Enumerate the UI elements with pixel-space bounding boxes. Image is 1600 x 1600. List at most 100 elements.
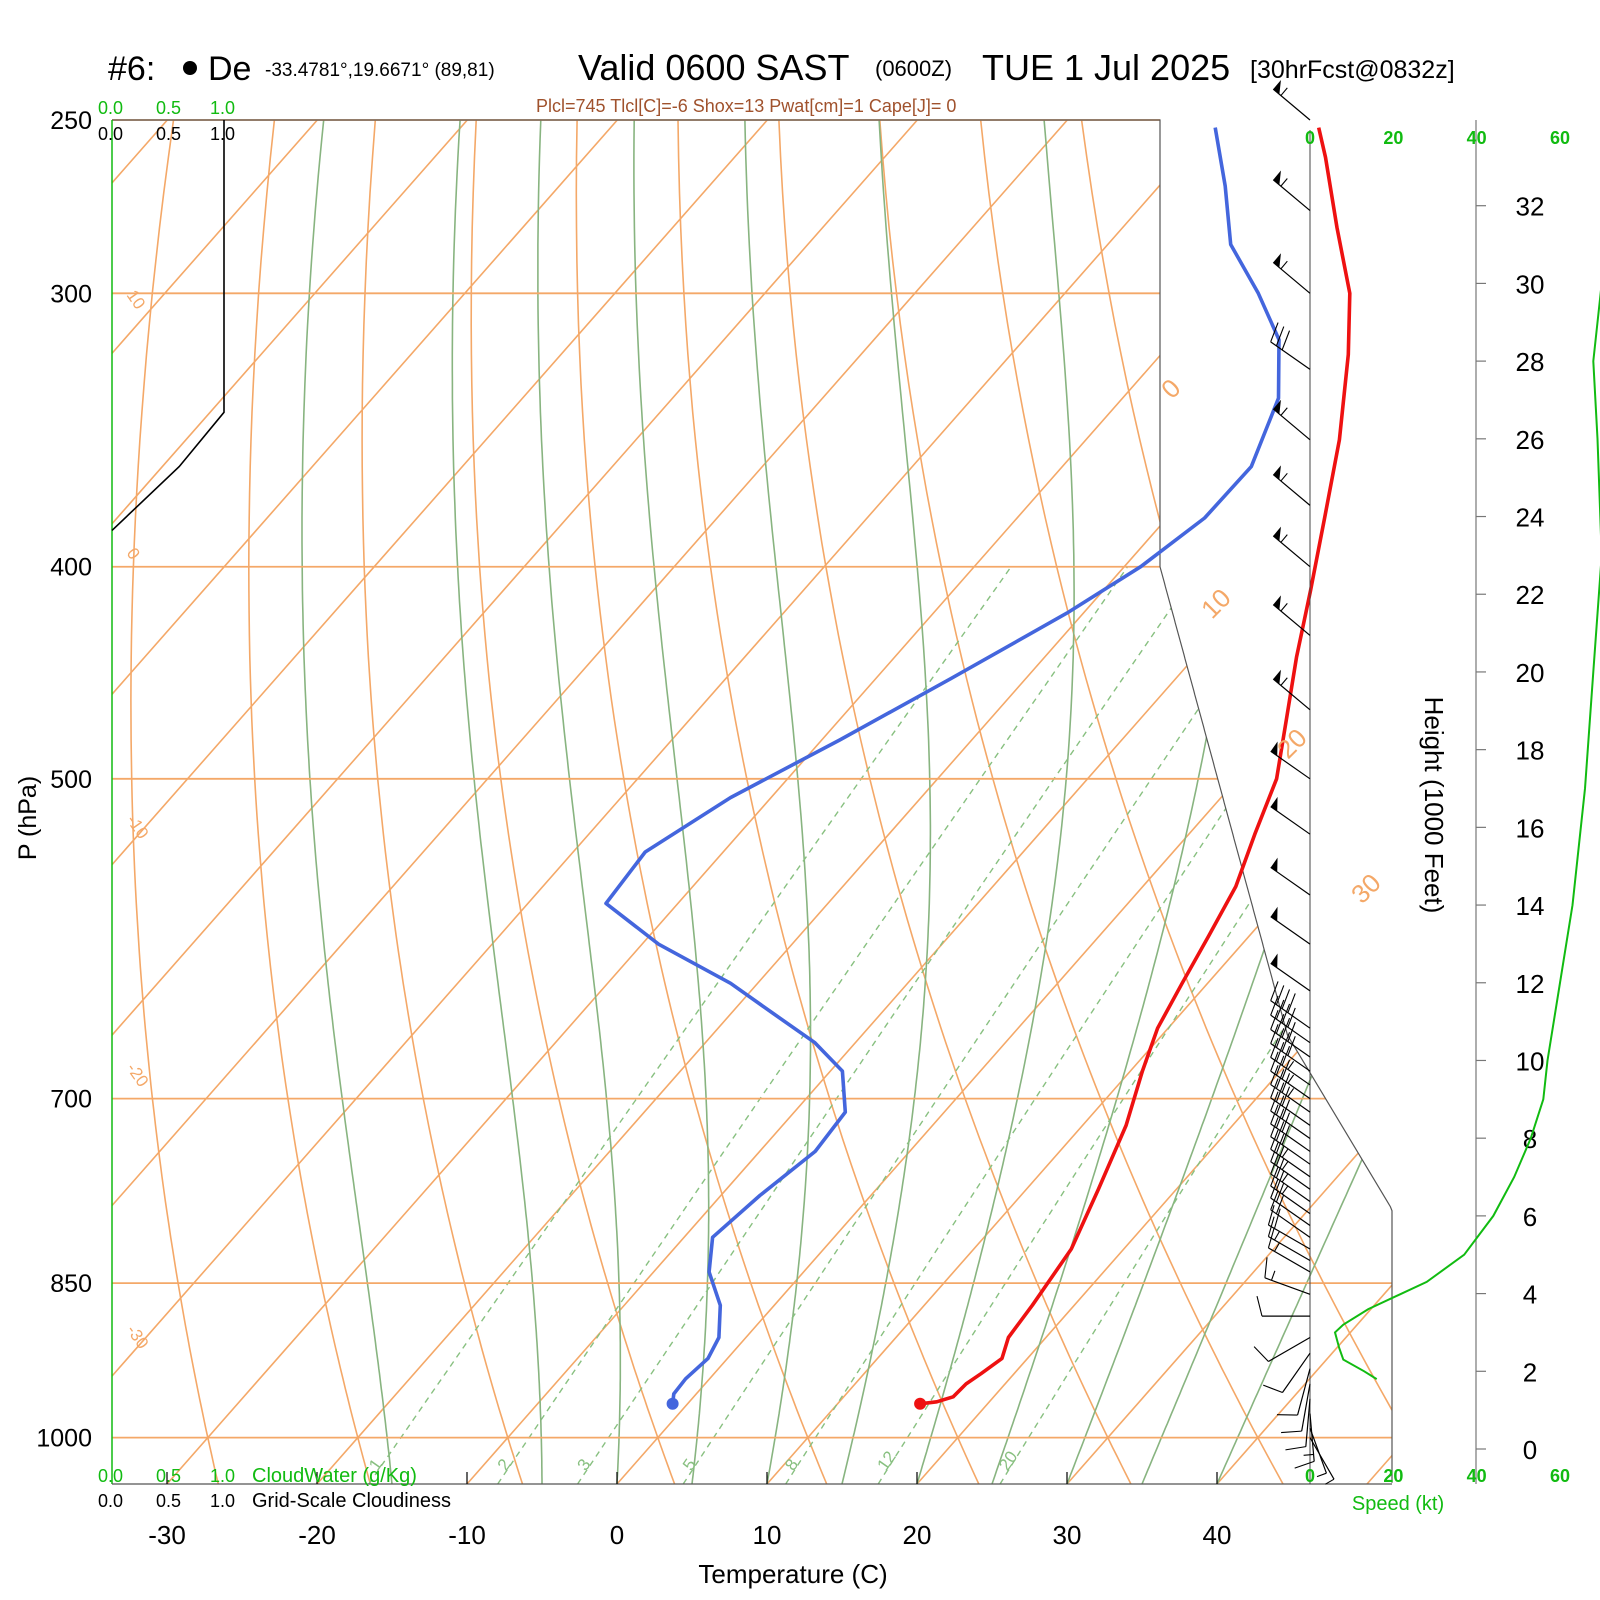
cloudwater-scale-label: 0.5 bbox=[156, 98, 181, 118]
barb-half-flag bbox=[1270, 1270, 1276, 1281]
barb-staff bbox=[1272, 88, 1311, 121]
wind-barb bbox=[1270, 1129, 1311, 1178]
height-tick-label: 30 bbox=[1516, 269, 1545, 299]
wind-barb bbox=[1270, 1178, 1311, 1227]
wind-barb bbox=[1263, 1352, 1311, 1394]
barb-staff bbox=[1270, 341, 1311, 370]
dry-adiabat-line bbox=[470, 120, 676, 1484]
barb-staff bbox=[1305, 1398, 1311, 1447]
cloudiness-scale-label: 0.5 bbox=[156, 124, 181, 144]
barb-flag bbox=[1270, 1051, 1279, 1072]
barb-pennant bbox=[1273, 399, 1281, 415]
barb-staff bbox=[1270, 1185, 1311, 1215]
barb-staff bbox=[1270, 1043, 1311, 1072]
isotherm-line bbox=[112, 120, 618, 1484]
wind-barb bbox=[1272, 526, 1311, 568]
header-valid-time: Valid 0600 SAST bbox=[578, 47, 850, 88]
cloudwater-scale-label: 0.0 bbox=[98, 1466, 123, 1486]
barb-flag bbox=[1275, 1095, 1285, 1116]
wind-barb bbox=[1270, 1104, 1311, 1152]
speed-tick-label-top: 0 bbox=[1305, 128, 1315, 148]
barb-flag bbox=[1275, 1069, 1285, 1089]
barb-flag bbox=[1270, 1010, 1279, 1030]
temperature-surface-point bbox=[914, 1397, 927, 1410]
x-tick-label: 20 bbox=[903, 1520, 932, 1550]
wind-barb bbox=[1272, 465, 1311, 506]
barb-flag bbox=[1275, 1182, 1285, 1203]
barb-flag bbox=[1270, 1166, 1279, 1187]
wind-barb bbox=[1270, 741, 1311, 780]
dry-adiabat-line bbox=[575, 120, 828, 1484]
barb-staff bbox=[1264, 1277, 1311, 1295]
moist-adiabat-line bbox=[301, 120, 393, 1484]
dry-adiabat-line bbox=[879, 120, 1284, 1484]
speed-tick-label-top: 20 bbox=[1383, 128, 1403, 148]
barb-staff bbox=[1272, 261, 1311, 294]
temperature-line bbox=[919, 127, 1352, 1406]
x-tick-label: -10 bbox=[448, 1520, 486, 1550]
barb-staff bbox=[1270, 1084, 1311, 1113]
barb-pennant bbox=[1273, 595, 1281, 610]
cloudiness-profile bbox=[111, 120, 225, 531]
barb-flag bbox=[1275, 1055, 1285, 1076]
barb-staff bbox=[1270, 1161, 1311, 1190]
cloudwater-scale-label: 1.0 bbox=[210, 98, 235, 118]
barb-staff bbox=[1270, 866, 1311, 896]
x-tick-label: 0 bbox=[610, 1520, 624, 1550]
wind-barb bbox=[1267, 1205, 1311, 1250]
height-tick-label: 12 bbox=[1516, 969, 1545, 999]
pressure-tick-label: 1000 bbox=[36, 1425, 92, 1453]
barb-flag bbox=[1275, 1133, 1285, 1154]
barb-staff bbox=[1270, 1097, 1311, 1126]
header-forecast: [30hrFcst@0832z] bbox=[1250, 56, 1455, 84]
barb-half-flag bbox=[1287, 1088, 1295, 1097]
barb-staff bbox=[1272, 604, 1311, 636]
barb-flag bbox=[1281, 989, 1291, 1009]
height-tick-label: 22 bbox=[1516, 580, 1545, 610]
wind-speed-line bbox=[1333, 289, 1600, 1380]
wind-barb bbox=[1270, 1117, 1311, 1165]
isotherm-line bbox=[616, 120, 1392, 1484]
barb-flag bbox=[1270, 1078, 1279, 1099]
barb-staff bbox=[1281, 1352, 1311, 1393]
wind-barb bbox=[1267, 1216, 1311, 1262]
height-tick-label: 0 bbox=[1523, 1435, 1537, 1465]
mixing-ratio-line bbox=[682, 566, 1296, 1484]
barb-flag bbox=[1270, 1154, 1279, 1175]
height-tick-label: 6 bbox=[1523, 1202, 1537, 1232]
moist-adiabat-line bbox=[451, 120, 543, 1484]
barb-staff bbox=[1309, 1413, 1315, 1462]
wind-barb bbox=[1270, 1024, 1311, 1072]
pressure-tick-label: 700 bbox=[50, 1086, 92, 1114]
barb-staff bbox=[1272, 678, 1311, 711]
barb-half-flag bbox=[1274, 1242, 1280, 1252]
barb-flag bbox=[1281, 1003, 1291, 1024]
height-tick-label: 18 bbox=[1516, 736, 1545, 766]
barb-half-flag bbox=[1280, 677, 1288, 686]
height-tick-label: 26 bbox=[1516, 425, 1545, 455]
wind-barb bbox=[1272, 669, 1311, 711]
wind-barb bbox=[1253, 1336, 1311, 1363]
barb-flag bbox=[1263, 1384, 1283, 1394]
barb-flag bbox=[1281, 1430, 1302, 1434]
speed-tick-label-bottom: 60 bbox=[1550, 1466, 1570, 1486]
barb-pennant bbox=[1273, 669, 1281, 685]
barb-staff bbox=[1270, 1123, 1311, 1152]
barb-flag bbox=[1285, 1446, 1306, 1451]
wind-barb bbox=[1276, 1368, 1311, 1416]
barb-staff bbox=[1268, 1224, 1311, 1250]
barb-flag bbox=[1253, 1346, 1269, 1362]
wind-barb bbox=[1270, 1037, 1311, 1086]
isotherm-line bbox=[112, 120, 1068, 1484]
moist-adiabat-line bbox=[916, 120, 1075, 1484]
barb-half-flag bbox=[1325, 1478, 1335, 1485]
isotherm-line bbox=[1066, 120, 1392, 1484]
moist-adiabat-line bbox=[1216, 120, 1392, 1484]
wind-barb bbox=[1270, 1190, 1311, 1238]
y-axis-title: P (hPa) bbox=[14, 776, 42, 860]
wind-barb bbox=[1270, 1078, 1311, 1126]
barb-staff bbox=[1309, 1427, 1327, 1474]
barb-flag bbox=[1275, 1158, 1285, 1179]
barb-staff bbox=[1270, 1136, 1311, 1165]
isotherm-line bbox=[916, 120, 1392, 1484]
